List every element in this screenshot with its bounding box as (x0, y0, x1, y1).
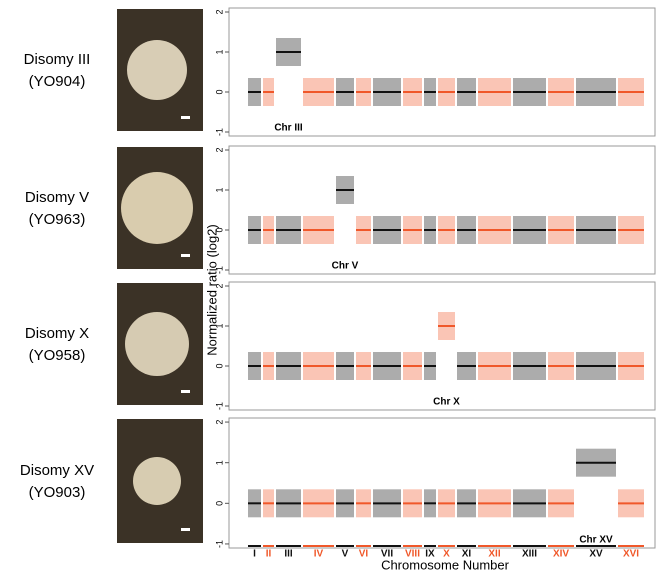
annotation: Chr X (433, 397, 460, 408)
y-tick-label: 2 (214, 283, 224, 288)
plot-frame (228, 7, 656, 137)
panel-title: Disomy XV (20, 462, 94, 479)
y-tick-label: 2 (214, 420, 224, 425)
colony (133, 457, 181, 505)
x-tick-label: III (284, 549, 293, 560)
y-tick-label: 2 (214, 9, 224, 14)
y-tick-label: 0 (214, 363, 224, 368)
plot-frame (228, 417, 656, 549)
y-tick-label: -1 (214, 128, 224, 136)
x-tick-label: VIII (405, 549, 420, 560)
colony (125, 312, 189, 376)
y-axis-label: Normalized ratio (log2) (204, 224, 219, 356)
x-tick-label: V (342, 549, 349, 560)
x-tick-label: VII (381, 549, 393, 560)
colony (121, 172, 193, 244)
annotation: Chr III (274, 123, 303, 134)
plot-frame (228, 281, 656, 411)
annotation: Chr XV (579, 535, 613, 546)
y-tick-label: 1 (214, 187, 224, 192)
scale-bar (181, 116, 190, 119)
y-tick-label: 2 (214, 147, 224, 152)
y-tick-label: -1 (214, 402, 224, 410)
panel-subtitle: (YO963) (29, 211, 86, 228)
plot-frame (228, 145, 656, 275)
x-axis-label: Chromosome Number (381, 557, 510, 572)
colony (127, 40, 187, 100)
y-tick-label: 0 (214, 227, 224, 232)
x-tick-label: IX (425, 549, 435, 560)
x-tick-label: XII (488, 549, 500, 560)
panel-title: Disomy X (25, 325, 89, 342)
scale-bar (181, 254, 190, 257)
x-tick-label: XIV (553, 549, 569, 560)
panel-title: Disomy III (24, 51, 91, 68)
annotation: Chr V (332, 261, 359, 272)
scale-bar (181, 390, 190, 393)
y-tick-label: 1 (214, 323, 224, 328)
y-tick-label: -1 (214, 266, 224, 274)
x-tick-label: XI (462, 549, 472, 560)
x-tick-label: II (266, 549, 272, 560)
x-tick-label: XVI (623, 549, 639, 560)
x-tick-label: XIII (522, 549, 537, 560)
y-tick-label: 1 (214, 460, 224, 465)
panel-subtitle: (YO903) (29, 484, 86, 501)
x-tick-label: VI (359, 549, 369, 560)
y-tick-label: 0 (214, 501, 224, 506)
scale-bar (181, 528, 190, 531)
x-tick-label: IV (314, 549, 324, 560)
y-tick-label: 0 (214, 89, 224, 94)
x-tick-label: X (443, 549, 450, 560)
y-tick-label: -1 (214, 540, 224, 548)
x-tick-label: XV (589, 549, 603, 560)
x-tick-label: I (253, 549, 256, 560)
panel-title: Disomy V (25, 189, 89, 206)
y-tick-label: 1 (214, 49, 224, 54)
panel-subtitle: (YO904) (29, 73, 86, 90)
panel-subtitle: (YO958) (29, 347, 86, 364)
